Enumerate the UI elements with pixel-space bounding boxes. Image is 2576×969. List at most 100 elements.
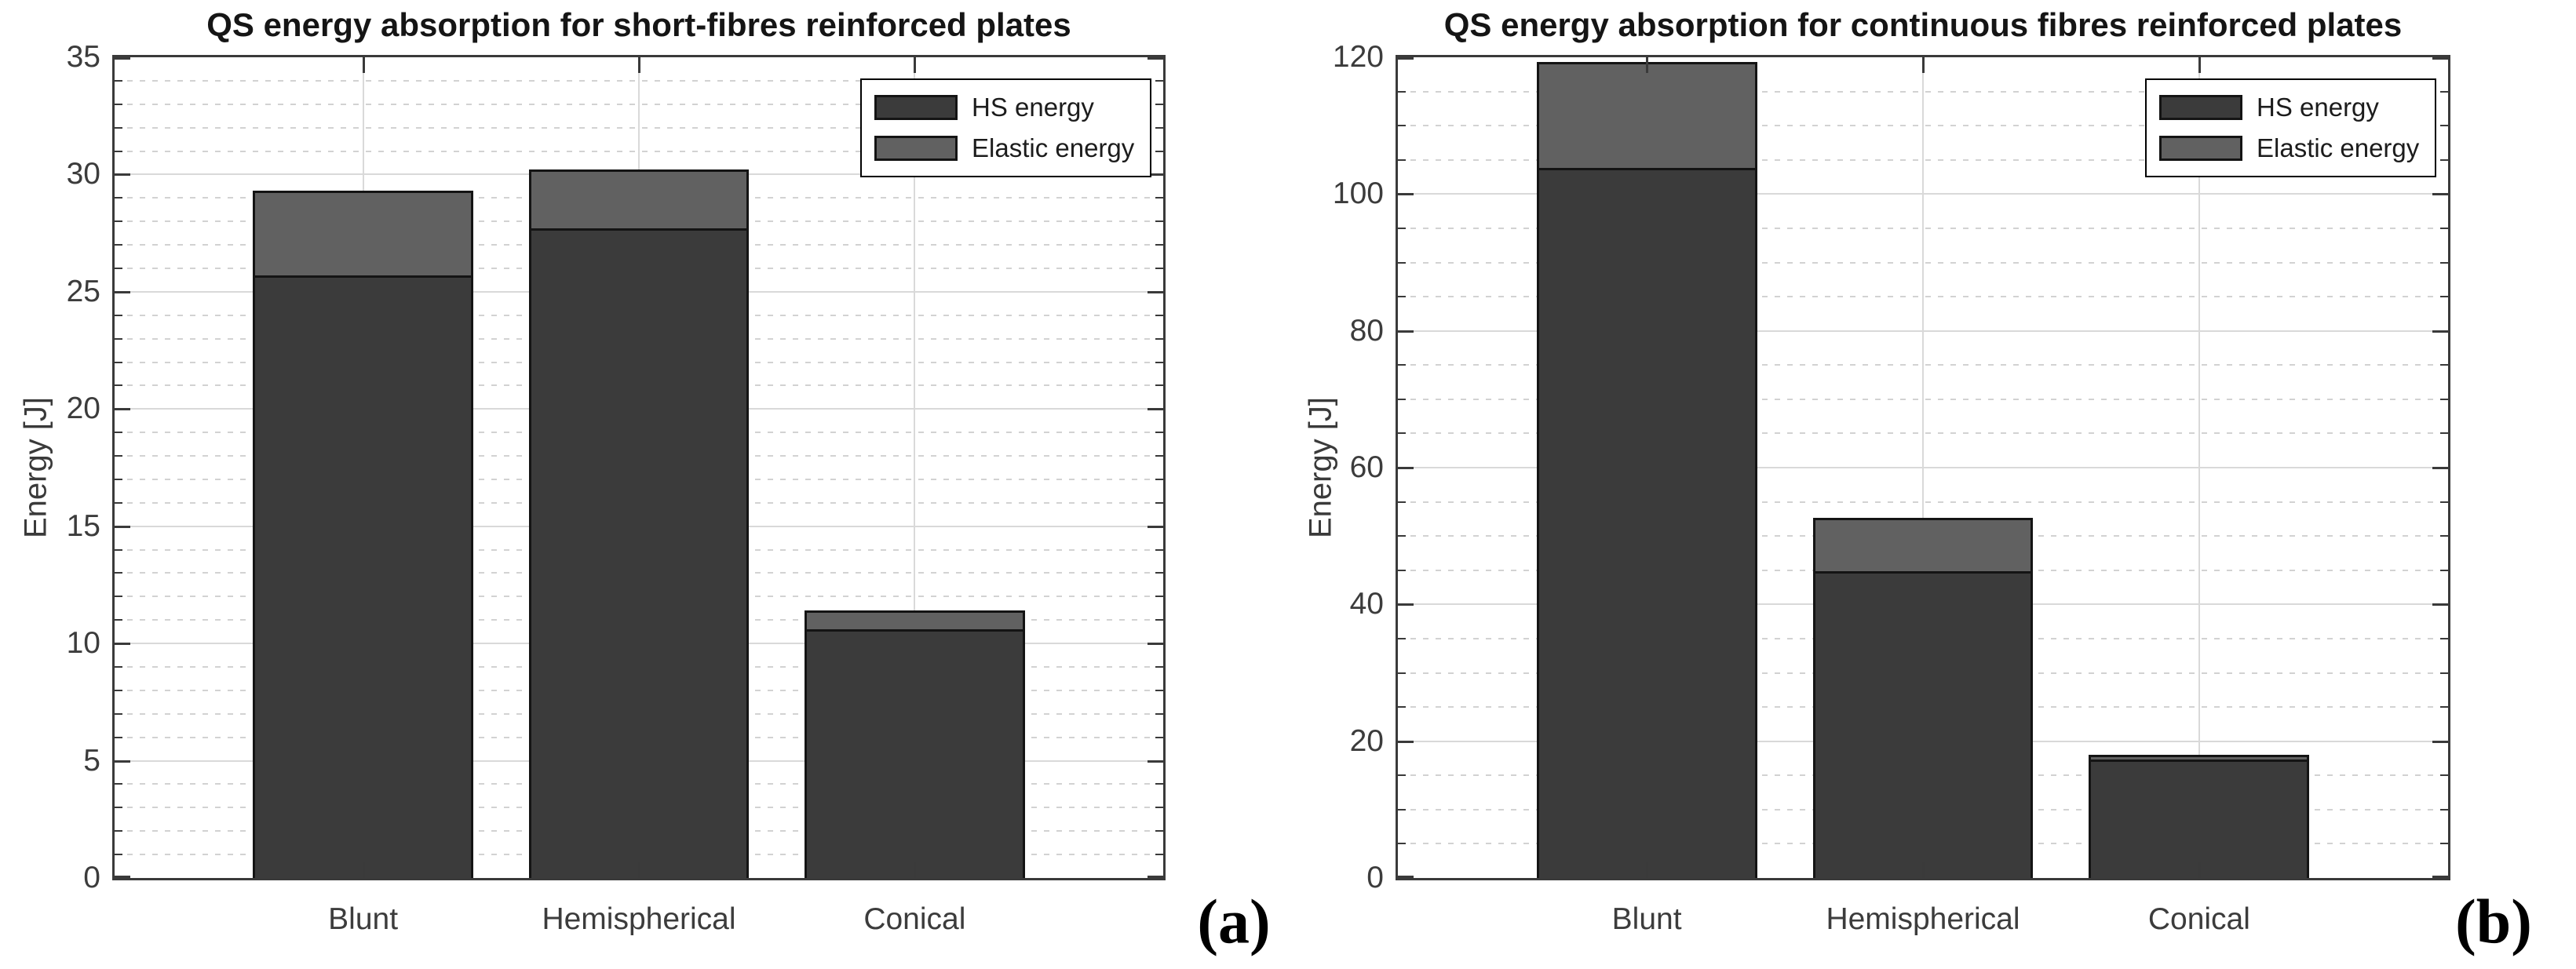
y-minor-tick [1155, 572, 1163, 574]
y-minor-tick [1155, 197, 1163, 199]
y-minor-tick [115, 736, 122, 738]
y-minor-tick [115, 220, 122, 223]
x-major-tick [914, 862, 917, 878]
y-minor-tick [1155, 126, 1163, 129]
y-tick-label: 0 [83, 861, 100, 894]
y-minor-tick [115, 432, 122, 434]
y-minor-tick [2440, 398, 2448, 400]
y-major-tick [115, 290, 130, 293]
y-major-tick [2432, 193, 2448, 196]
y-minor-tick [115, 197, 122, 199]
x-tick-label-conical: Conical [863, 902, 966, 936]
y-tick-label: 20 [1349, 723, 1384, 758]
x-major-tick [362, 862, 365, 878]
bar-segment-elastic-hemispherical [1812, 517, 2034, 574]
x-major-tick [1646, 862, 1649, 878]
y-minor-tick [115, 783, 122, 785]
y-major-tick [1148, 643, 1163, 646]
y-minor-tick [2440, 637, 2448, 639]
x-tick-label-hemispherical: Hemispherical [1826, 902, 2020, 936]
y-major-tick [2432, 330, 2448, 333]
chart-a-title: QS energy absorption for short-fibres re… [206, 6, 1071, 43]
chart-a-legend: HS energy Elastic energy [860, 78, 1152, 177]
y-tick-label: 40 [1349, 587, 1384, 621]
elastic-energy-swatch-icon [2159, 136, 2242, 161]
y-minor-tick [1398, 808, 1406, 811]
bar-segment-hs-blunt [253, 277, 473, 878]
y-minor-tick [1155, 79, 1163, 82]
y-major-tick [1398, 603, 1414, 607]
chart-b-plot-area [1396, 55, 2450, 880]
y-minor-tick [1398, 501, 1406, 503]
y-minor-tick [1155, 501, 1163, 504]
y-minor-tick [2440, 774, 2448, 777]
y-major-tick [2432, 740, 2448, 743]
y-major-tick [1148, 760, 1163, 763]
y-major-tick [1148, 525, 1163, 528]
y-major-tick [1398, 57, 1414, 60]
y-tick-label: 0 [1366, 861, 1384, 894]
y-tick-label: 5 [83, 743, 100, 778]
y-minor-tick [115, 548, 122, 551]
y-minor-tick [1155, 267, 1163, 269]
y-major-tick [2432, 876, 2448, 878]
vertical-gridline [914, 57, 916, 878]
y-minor-tick [2440, 227, 2448, 229]
bar-segment-elastic-hemispherical [528, 169, 750, 231]
y-minor-tick [1398, 227, 1406, 229]
y-major-tick [115, 876, 130, 878]
y-minor-tick [1155, 455, 1163, 457]
elastic-energy-swatch-icon [874, 136, 958, 161]
y-minor-tick [1398, 296, 1406, 298]
y-minor-tick [1398, 90, 1406, 93]
y-minor-tick [1155, 361, 1163, 363]
y-major-tick [1398, 740, 1414, 743]
y-major-tick [115, 525, 130, 528]
y-tick-label: 100 [1332, 177, 1384, 211]
bar-segment-elastic-conical [2089, 755, 2310, 762]
y-minor-tick [1398, 364, 1406, 366]
y-minor-tick [2440, 501, 2448, 503]
y-tick-label: 10 [66, 626, 100, 661]
bar-segment-elastic-blunt [1536, 62, 1757, 170]
y-major-tick [1398, 193, 1414, 196]
y-minor-tick [1155, 619, 1163, 621]
y-minor-tick [2440, 158, 2448, 161]
y-minor-tick [1155, 244, 1163, 246]
y-minor-tick [1155, 314, 1163, 316]
y-minor-tick [1398, 843, 1406, 845]
y-minor-tick [115, 501, 122, 504]
y-minor-tick [2440, 125, 2448, 127]
y-minor-tick [115, 79, 122, 82]
y-major-tick [2432, 57, 2448, 60]
y-minor-tick [2440, 432, 2448, 435]
y-minor-tick [1398, 535, 1406, 537]
y-minor-tick [2440, 672, 2448, 674]
y-minor-tick [1398, 398, 1406, 400]
y-tick-label: 60 [1349, 450, 1384, 484]
y-major-tick [1148, 876, 1163, 878]
y-minor-tick [115, 712, 122, 715]
hs-energy-swatch-icon [2159, 95, 2242, 120]
y-minor-tick [1398, 158, 1406, 161]
vertical-gridline [2198, 57, 2200, 878]
y-minor-tick [1155, 854, 1163, 856]
y-major-tick [1398, 330, 1414, 333]
vertical-gridline [1922, 57, 1924, 878]
y-minor-tick [1155, 150, 1163, 152]
y-minor-tick [1398, 261, 1406, 264]
x-major-tick [2198, 57, 2201, 73]
y-major-tick [2432, 603, 2448, 607]
y-minor-tick [2440, 535, 2448, 537]
chart-b-title: QS energy absorption for continuous fibr… [1443, 6, 2403, 43]
y-minor-tick [1155, 220, 1163, 223]
chart-b-legend: HS energy Elastic energy [2145, 78, 2437, 177]
y-minor-tick [115, 150, 122, 152]
y-minor-tick [115, 337, 122, 340]
y-minor-tick [2440, 296, 2448, 298]
y-minor-tick [1398, 432, 1406, 435]
y-minor-tick [1398, 774, 1406, 777]
legend-item-elastic-energy: Elastic energy [2159, 133, 2419, 163]
y-major-tick [2432, 467, 2448, 469]
